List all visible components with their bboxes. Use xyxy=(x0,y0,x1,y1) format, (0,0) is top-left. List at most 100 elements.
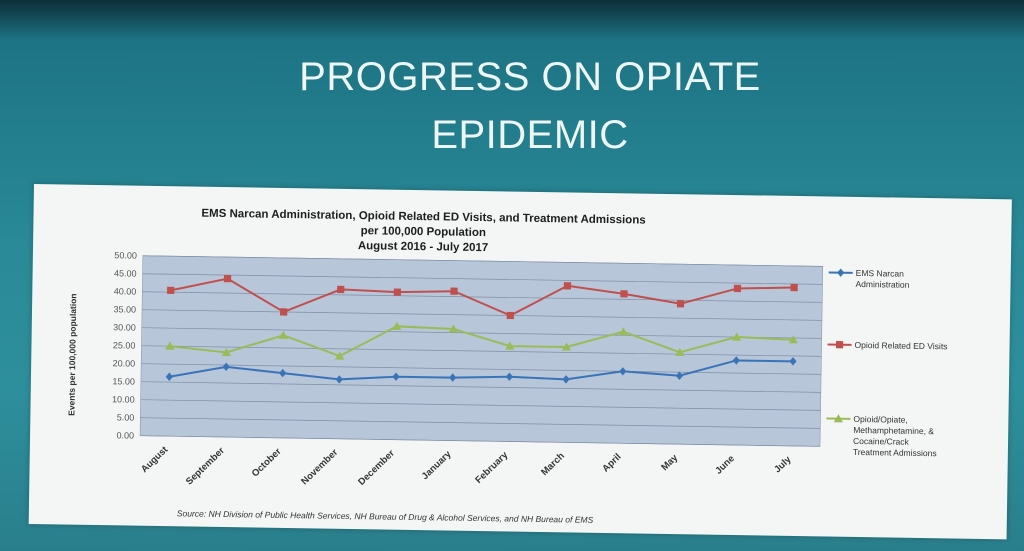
series-point xyxy=(223,274,232,283)
legend-entry: Cocaine/Crack xyxy=(853,436,910,447)
grid-line xyxy=(142,291,823,303)
chart-panel: EMS Narcan Administration, Opioid Relate… xyxy=(28,184,1012,540)
grid-line xyxy=(142,255,823,267)
chart-title: EMS Narcan Administration, Opioid Relate… xyxy=(201,208,645,227)
series-point xyxy=(450,287,458,295)
x-tick-label: November xyxy=(299,447,340,487)
series-point xyxy=(620,290,628,298)
chart-source: Source: NH Division of Public Health Ser… xyxy=(177,508,594,525)
grid-line xyxy=(141,363,822,375)
series-point xyxy=(506,311,514,320)
series-point xyxy=(732,356,740,365)
series-point xyxy=(222,362,230,372)
chart-date-range: August 2016 - July 2017 xyxy=(358,240,489,254)
series-point xyxy=(449,373,457,382)
grid-line xyxy=(140,435,820,447)
series-point xyxy=(837,268,845,277)
series-point xyxy=(833,414,843,423)
grid-line xyxy=(140,399,821,411)
projector-shadow xyxy=(0,0,1024,40)
line-chart: EMS Narcan Administration, Opioid Relate… xyxy=(66,208,948,525)
series-point xyxy=(393,288,402,296)
x-tick-label: July xyxy=(772,454,794,476)
grid-line xyxy=(141,327,822,339)
series-1 xyxy=(165,356,797,384)
y-tick-label: 5.00 xyxy=(117,412,135,422)
x-tick-label: March xyxy=(539,450,567,478)
series-point xyxy=(165,341,175,350)
legend-entry: Administration xyxy=(855,279,909,290)
y-tick-label: 10.00 xyxy=(112,394,135,404)
series-point xyxy=(563,282,572,290)
y-axis-ticks: 50.00 45.00 40.00 35.00 30.00 25.00 20.00 15.00… xyxy=(112,250,137,440)
series-point xyxy=(733,284,742,293)
series-point xyxy=(392,372,400,381)
legend-entry: Treatment Admissions xyxy=(853,447,937,458)
series-point xyxy=(790,283,798,292)
y-tick-label: 40.00 xyxy=(114,286,137,296)
x-tick-label: May xyxy=(659,452,680,473)
series-point xyxy=(335,351,345,360)
x-axis-ticks: August September October November December Ja… xyxy=(139,444,794,488)
grid-line xyxy=(140,417,821,429)
series-point xyxy=(789,357,797,366)
series-point xyxy=(835,341,844,349)
legend-entry: Opioid/Opiate, xyxy=(853,414,907,425)
grid-lines xyxy=(140,255,823,447)
y-tick-label: 25.00 xyxy=(113,340,136,350)
legend-entry: Opioid Related ED Visits xyxy=(854,340,947,351)
y-axis-label: Events per 100,000 population xyxy=(66,293,78,416)
y-tick-label: 15.00 xyxy=(112,376,135,386)
slide-title-line-2: EPIDEMIC xyxy=(431,113,629,157)
series-point xyxy=(676,300,685,308)
series-point xyxy=(505,372,513,381)
series-point xyxy=(167,286,175,295)
series-point xyxy=(221,347,231,357)
series-point xyxy=(561,342,572,351)
series-point xyxy=(335,375,343,384)
y-tick-label: 35.00 xyxy=(113,304,136,314)
x-tick-label: June xyxy=(713,453,737,476)
series-point xyxy=(165,372,173,381)
series-point xyxy=(392,321,402,330)
grid-line xyxy=(142,309,822,321)
y-tick-label: 50.00 xyxy=(114,250,137,260)
y-tick-label: 45.00 xyxy=(114,268,137,278)
y-tick-label: 30.00 xyxy=(113,322,136,332)
grid-line xyxy=(140,381,821,393)
series-point xyxy=(562,375,570,384)
series-point xyxy=(448,324,458,333)
grid-line xyxy=(142,273,823,285)
series-point xyxy=(619,367,627,376)
series-group xyxy=(165,274,798,384)
series-point xyxy=(675,347,685,357)
series-line xyxy=(169,359,793,381)
x-tick-label: October xyxy=(250,446,284,479)
legend-entry: Methamphetamine, & xyxy=(853,425,934,436)
series-point xyxy=(505,341,515,350)
series-point xyxy=(279,368,287,378)
series-point xyxy=(788,335,798,344)
series-point xyxy=(675,371,684,380)
y-tick-label: 20.00 xyxy=(113,358,136,368)
slide-title-line-1: PROGRESS ON OPIATE xyxy=(299,55,761,99)
y-tick-label: 0.00 xyxy=(116,430,134,440)
series-point xyxy=(732,332,742,341)
series-line xyxy=(169,325,794,358)
slide-title: PROGRESS ON OPIATE EPIDEMIC xyxy=(200,48,860,164)
x-tick-label: January xyxy=(420,448,454,482)
series-point xyxy=(618,327,628,336)
x-tick-label: August xyxy=(139,444,171,475)
series-point xyxy=(280,308,288,316)
series-point xyxy=(278,330,288,340)
chart-subtitle: per 100,000 Population xyxy=(361,225,486,239)
grid-line xyxy=(141,345,822,357)
series-line xyxy=(170,277,795,317)
x-tick-label: April xyxy=(600,452,623,475)
x-tick-label: December xyxy=(356,448,397,488)
series-3 xyxy=(165,321,798,360)
series-point xyxy=(337,285,345,294)
series-2 xyxy=(167,274,798,320)
x-tick-label: February xyxy=(473,449,510,486)
